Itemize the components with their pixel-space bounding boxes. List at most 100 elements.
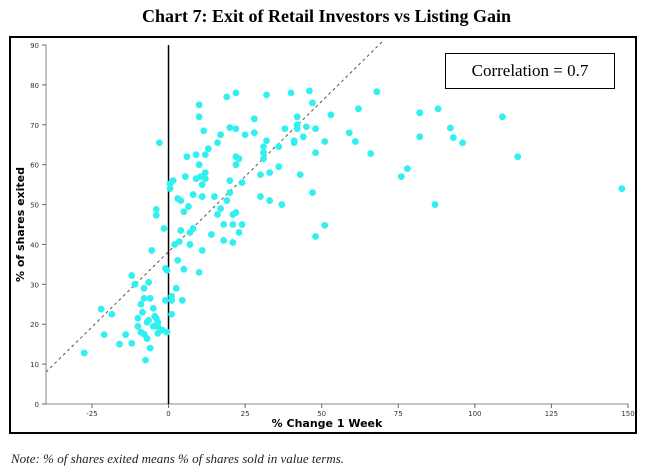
data-point	[145, 316, 153, 324]
y-tick-label: 0	[35, 401, 39, 409]
data-point	[174, 257, 182, 264]
data-point	[499, 113, 506, 121]
data-point	[192, 151, 200, 159]
data-point	[139, 308, 146, 316]
data-point	[198, 193, 206, 200]
data-point	[263, 91, 270, 99]
data-point	[232, 125, 240, 133]
data-point	[312, 149, 319, 157]
data-point	[275, 143, 283, 151]
x-tick-label: 0	[166, 410, 170, 418]
data-point	[97, 305, 105, 313]
x-tick-label: 25	[241, 410, 250, 418]
data-point	[143, 335, 151, 342]
data-point	[140, 284, 148, 292]
data-point	[232, 89, 240, 97]
data-point	[189, 191, 197, 198]
y-tick-label: 50	[30, 202, 39, 210]
data-point	[226, 177, 234, 185]
data-point	[198, 247, 206, 254]
data-point	[177, 227, 185, 234]
x-tick-label: -25	[86, 410, 97, 418]
data-point	[214, 211, 221, 218]
data-point	[235, 155, 243, 163]
data-point	[201, 175, 209, 183]
data-point	[229, 239, 237, 246]
y-tick-label: 90	[30, 42, 39, 50]
data-point	[183, 153, 191, 161]
data-point	[431, 201, 439, 208]
data-point	[162, 296, 169, 304]
data-point	[155, 139, 163, 147]
data-point	[178, 296, 186, 304]
data-point	[296, 171, 304, 179]
data-point	[238, 179, 246, 187]
data-point	[175, 238, 183, 246]
data-point	[211, 193, 218, 200]
data-point	[166, 185, 174, 193]
y-tick-label: 20	[30, 321, 39, 329]
data-point	[250, 115, 258, 123]
data-point	[397, 173, 405, 181]
data-point	[186, 241, 194, 248]
data-point	[195, 268, 203, 276]
correlation-annotation: Correlation = 0.7	[445, 53, 615, 89]
data-point	[275, 163, 283, 171]
data-point	[177, 197, 185, 204]
data-point	[232, 161, 240, 169]
data-point	[312, 233, 319, 240]
data-point	[100, 331, 108, 338]
data-point	[146, 294, 154, 302]
x-tick-label: 50	[317, 410, 326, 418]
data-point	[189, 225, 197, 232]
data-point	[201, 169, 209, 177]
trend-line	[45, 40, 384, 373]
data-point	[459, 139, 466, 147]
data-point	[281, 125, 289, 133]
data-point	[198, 181, 206, 189]
data-point	[278, 201, 286, 208]
data-point	[293, 125, 301, 133]
data-point	[208, 231, 215, 238]
data-point	[238, 221, 246, 228]
data-point	[217, 205, 225, 212]
data-point	[152, 211, 160, 219]
data-point	[128, 272, 136, 279]
data-point	[263, 137, 270, 145]
correlation-text: Correlation = 0.7	[471, 61, 589, 80]
data-point	[312, 125, 319, 133]
x-tick-label: 125	[545, 410, 558, 418]
data-point	[306, 87, 313, 95]
data-point	[185, 203, 192, 210]
data-point	[180, 208, 188, 216]
chart-title: Chart 7: Exit of Retail Investors vs Lis…	[142, 6, 511, 26]
data-point	[134, 322, 142, 330]
data-point	[172, 284, 180, 292]
data-point	[142, 356, 149, 364]
data-point	[146, 344, 154, 352]
data-point	[260, 155, 267, 163]
chart-note: Note: % of shares exited means % of shar…	[11, 451, 345, 466]
data-point	[241, 131, 249, 139]
data-point	[260, 149, 267, 157]
data-point	[122, 331, 130, 338]
data-point	[404, 165, 411, 173]
data-point	[327, 111, 335, 119]
data-point	[434, 105, 442, 113]
data-point	[446, 124, 454, 132]
data-point	[450, 134, 457, 141]
y-axis-label: % of shares exited	[14, 167, 27, 282]
data-point	[302, 123, 310, 131]
data-point	[201, 151, 209, 159]
data-point	[116, 340, 123, 348]
x-axis-label: % Change 1 Week	[272, 417, 383, 430]
data-point	[514, 153, 522, 161]
data-point	[229, 221, 237, 228]
data-point	[321, 138, 329, 145]
data-point	[152, 205, 160, 213]
data-point	[355, 105, 362, 113]
data-point	[223, 197, 231, 204]
data-point	[108, 310, 116, 318]
y-tick-label: 10	[30, 361, 39, 369]
